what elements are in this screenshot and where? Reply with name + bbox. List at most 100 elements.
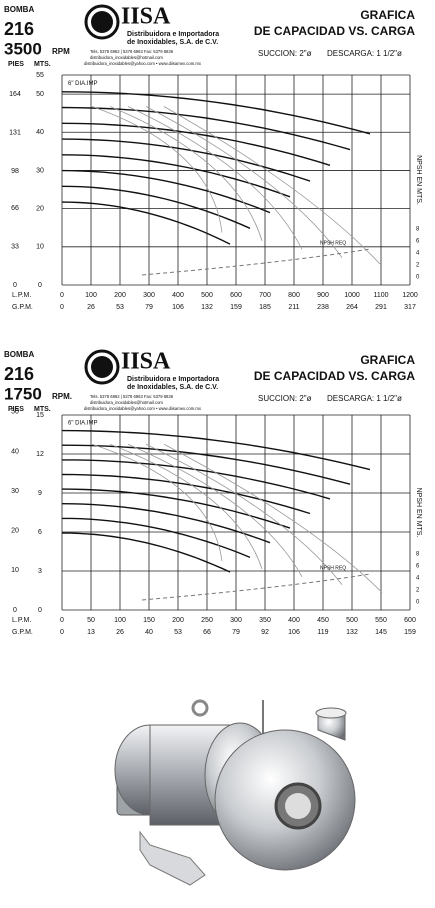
pump-speed: 1750: [4, 384, 42, 403]
meters-tick-label: 15: [36, 412, 44, 419]
pump-speed: 3500: [4, 39, 42, 58]
pump-model: 216: [4, 19, 34, 39]
lpm-tick-label: 100: [114, 617, 126, 624]
lpm-tick-label: 350: [259, 617, 271, 624]
speed-unit: RPM.: [52, 392, 72, 401]
npsh-tick-label: 6: [416, 564, 420, 570]
npsh-tick-label: 4: [416, 576, 420, 582]
feet-tick-label: 0: [13, 282, 17, 289]
lpm-tick-label: 100: [85, 292, 97, 299]
meters-tick-label: 20: [36, 205, 44, 212]
efficiency-curve: [145, 106, 343, 258]
head-curve: [61, 503, 271, 544]
feet-tick-label: 66: [11, 205, 19, 212]
contact: distribuidora_inoxidables@yahoo.com • ww…: [84, 61, 202, 66]
company-name: de Inoxidables, S.A. de C.V.: [127, 384, 218, 391]
gpm-tick-label: 0: [60, 304, 64, 311]
meters-tick-label: 6: [38, 529, 42, 536]
pump-photo: [114, 699, 356, 886]
feet-tick-label: 40: [11, 448, 19, 455]
gpm-label: G.P.M.: [12, 629, 33, 636]
npsh-tick-label: 2: [416, 588, 420, 594]
discharge: DESCARGA: 1 1/2"ø: [327, 394, 402, 403]
gpm-tick-label: 159: [230, 304, 242, 311]
efficiency-curve: [127, 443, 303, 578]
gpm-tick-label: 106: [172, 304, 184, 311]
efficiency-curve: [109, 443, 263, 570]
feet-label: PIES: [8, 406, 24, 413]
head-curve: [61, 444, 351, 485]
company-name: de Inoxidables, S.A. de C.V.: [127, 39, 218, 46]
npsh-req-label: NPSH REQ: [320, 240, 346, 246]
gpm-tick-label: 291: [375, 304, 387, 311]
feet-tick-label: 33: [11, 243, 19, 250]
gpm-tick-label: 132: [201, 304, 213, 311]
gpm-tick-label: 53: [116, 304, 124, 311]
contact: distribuidora_inoxidables@hotmail.com: [90, 400, 163, 405]
logo-text: IISA: [121, 4, 171, 30]
lpm-tick-label: 550: [375, 617, 387, 624]
lpm-tick-label: 450: [317, 617, 329, 624]
head-curve: [61, 429, 371, 471]
feet-label: PIES: [8, 61, 24, 68]
pump-label: BOMBA: [4, 350, 34, 359]
efficiency-curve: [127, 106, 303, 250]
lpm-tick-label: 250: [201, 617, 213, 624]
contact: Tels. 5378 6962 | 5378 6963 Fax: 5379 88…: [90, 49, 174, 54]
npsh-tick-label: 0: [416, 275, 420, 281]
head-curve: [62, 459, 331, 500]
feet-tick-label: 98: [11, 168, 19, 175]
speed-unit: RPM: [52, 47, 70, 56]
meters-tick-label: 9: [38, 490, 42, 497]
npsh-tick-label: 2: [416, 263, 420, 269]
lpm-tick-label: 1100: [373, 292, 388, 299]
meters-label: MTS.: [34, 406, 51, 413]
pump-label: BOMBA: [4, 5, 34, 14]
contact: distribuidora_inoxidables@yahoo.com • ww…: [84, 406, 202, 411]
npsh-axis-label: NPSH EN MTS.: [415, 488, 422, 538]
head-curve: [61, 488, 291, 529]
logo-mark: [91, 11, 113, 33]
gpm-tick-label: 145: [375, 629, 387, 636]
lpm-tick-label: 600: [404, 617, 416, 624]
lpm-label: L.P.M.: [12, 292, 31, 299]
gpm-tick-label: 264: [346, 304, 358, 311]
feet-tick-label: 20: [11, 528, 19, 535]
gpm-tick-label: 26: [116, 629, 124, 636]
npsh-curve: [141, 573, 371, 601]
meters-tick-label: 30: [36, 167, 44, 174]
gpm-tick-label: 317: [404, 304, 416, 311]
feet-tick-label: 0: [13, 607, 17, 614]
head-curve: [61, 122, 331, 166]
head-curve: [61, 106, 351, 151]
gpm-tick-label: 159: [404, 629, 416, 636]
head-curve: [61, 169, 271, 214]
pump-model: 216: [4, 364, 34, 384]
lpm-tick-label: 300: [230, 617, 242, 624]
company-name: Distribuidora e Importadora: [127, 376, 219, 383]
gpm-tick-label: 119: [317, 629, 328, 636]
efficiency-curve: [145, 443, 343, 585]
npsh-axis-label: NPSH EN MTS.: [415, 155, 422, 205]
contact: distribuidora_inoxidables@hotmail.com: [90, 55, 163, 60]
gpm-tick-label: 53: [174, 629, 182, 636]
feet-tick-label: 10: [11, 567, 19, 574]
lpm-tick-label: 200: [114, 292, 126, 299]
impeller-label: 6" DIA.IMP: [68, 81, 97, 87]
gpm-tick-label: 79: [145, 304, 153, 311]
suction: SUCCION: 2"ø: [258, 49, 312, 58]
efficiency-curve: [163, 106, 383, 267]
chart-title: GRAFICA: [360, 353, 415, 367]
npsh-tick-label: 4: [416, 251, 420, 257]
gpm-tick-label: 40: [145, 629, 153, 636]
lpm-tick-label: 0: [60, 617, 64, 624]
head-curve: [61, 201, 231, 245]
lpm-tick-label: 500: [346, 617, 358, 624]
lpm-tick-label: 400: [288, 617, 300, 624]
npsh-tick-label: 0: [416, 600, 420, 606]
efficiency-curve: [109, 106, 263, 242]
head-curve: [61, 532, 231, 573]
logo-mark: [91, 356, 113, 378]
